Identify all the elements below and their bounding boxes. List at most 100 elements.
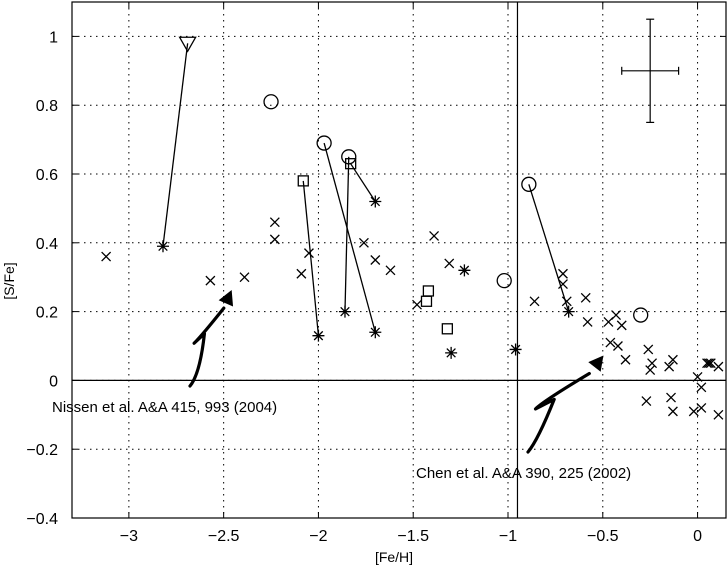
x-tick-label: 0 — [693, 528, 702, 545]
x-marker — [358, 237, 369, 248]
x-tick-label: −0.5 — [587, 528, 619, 545]
x-axis-label: [Fe/H] — [375, 549, 413, 565]
x-marker — [705, 358, 716, 369]
x-marker — [205, 275, 216, 286]
error-bar — [621, 18, 680, 124]
x-marker — [529, 296, 540, 307]
tick-labels: −3 −2.5 −2 −1.5 −1 −0.5 0 −0.4 −0.2 0 0.2 0.4 0.6 0.8… — [26, 29, 702, 545]
circle-marker — [633, 307, 649, 323]
y-tick-label: −0.2 — [26, 442, 58, 459]
connector-line — [302, 180, 320, 336]
x-marker — [296, 268, 307, 279]
x-marker — [605, 337, 616, 348]
x-marker — [370, 255, 381, 265]
plot-frame — [71, 1, 727, 519]
x-tick-label: −2.5 — [208, 528, 240, 545]
axis-ticks — [72, 2, 726, 519]
x-tick-label: −1.5 — [397, 528, 429, 545]
x-marker — [101, 251, 112, 262]
square-marker — [297, 175, 309, 187]
x-marker — [696, 402, 707, 413]
x-marker — [616, 320, 627, 331]
x-marker — [303, 248, 314, 259]
y-tick-label: 0.6 — [36, 167, 58, 184]
x-marker — [558, 279, 568, 290]
x-marker — [696, 382, 707, 393]
y-tick-label: 0 — [49, 373, 58, 390]
x-marker — [412, 299, 422, 310]
circle-marker — [341, 149, 357, 165]
x-marker — [667, 354, 678, 365]
asterisk-marker — [445, 346, 458, 359]
annotation-chen: Chen et al. A&A 390, 225 (2002) — [416, 465, 631, 482]
square-marker — [345, 158, 357, 170]
x-marker — [582, 316, 593, 327]
y-tick-label: −0.4 — [26, 511, 58, 528]
square-marker — [420, 295, 433, 307]
x-marker — [641, 396, 652, 406]
x-tick-label: −2 — [309, 528, 327, 545]
x-marker — [702, 358, 713, 369]
annotation-arrows — [188, 289, 604, 454]
connector-line — [323, 142, 376, 333]
connector-line — [344, 156, 350, 312]
x-marker — [269, 234, 280, 245]
annotation-nissen: Nissen et al. A&A 415, 993 (2004) — [52, 399, 277, 416]
asterisk-marker — [369, 195, 382, 208]
y-axis-label: [S/Fe] — [1, 262, 17, 299]
x-marker — [688, 406, 699, 417]
asterisk-marker — [458, 264, 471, 277]
y-tick-label: 0.4 — [36, 236, 58, 253]
x-marker — [647, 358, 658, 369]
connector-line — [162, 43, 189, 247]
x-tick-label: −3 — [120, 528, 138, 545]
x-marker — [664, 361, 675, 372]
grid-lines — [72, 2, 726, 519]
arrow-head — [588, 355, 604, 372]
x-marker — [561, 296, 572, 307]
asterisk-marker — [509, 343, 522, 356]
asterisk-marker — [156, 240, 169, 253]
arrow-shaft — [188, 306, 226, 388]
x-marker — [580, 292, 591, 303]
circle-marker — [316, 135, 332, 151]
circle-marker — [263, 94, 279, 110]
x-marker — [429, 230, 440, 241]
connector-line — [350, 163, 376, 202]
arrow-shaft — [526, 371, 591, 454]
y-tick-label: 0.2 — [36, 305, 58, 322]
x-marker — [692, 372, 703, 382]
x-marker — [643, 344, 654, 355]
reference-lines — [72, 2, 726, 518]
x-marker — [703, 358, 714, 369]
x-marker — [713, 409, 724, 420]
x-tick-label: −1 — [499, 528, 517, 545]
asterisk-marker — [338, 305, 351, 318]
y-tick-label: 0.8 — [36, 98, 58, 115]
x-marker — [385, 265, 396, 276]
x-marker — [444, 258, 455, 269]
square-marker — [422, 285, 435, 297]
square-marker — [441, 323, 453, 335]
x-marker — [645, 365, 656, 376]
x-marker — [713, 361, 724, 372]
asterisk-marker — [312, 329, 325, 342]
x-marker — [558, 268, 568, 279]
x-marker — [611, 310, 622, 320]
circle-marker — [496, 272, 512, 289]
circle-marker — [521, 176, 537, 192]
connector-lines — [162, 43, 570, 336]
x-marker — [612, 341, 623, 351]
x-marker — [620, 354, 631, 365]
x-marker — [666, 392, 676, 403]
asterisk-marker — [562, 305, 575, 318]
arrow-head — [218, 289, 234, 307]
x-marker — [667, 406, 678, 417]
data-points — [101, 36, 724, 420]
triangle-marker — [178, 36, 197, 53]
x-marker — [269, 217, 280, 228]
connector-line — [528, 184, 570, 312]
asterisk-marker — [369, 326, 382, 339]
x-marker — [239, 272, 250, 283]
